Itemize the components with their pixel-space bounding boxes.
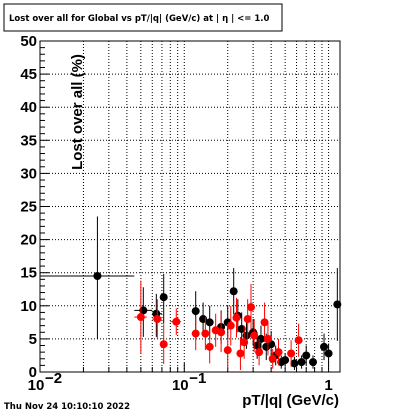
x-tick-label: 10 — [172, 377, 189, 394]
y-tick-label: 20 — [20, 232, 37, 249]
y-tick-label: 0 — [29, 364, 37, 381]
data-point — [243, 315, 252, 324]
data-point — [309, 358, 318, 367]
data-point — [226, 321, 235, 330]
data-point — [302, 351, 311, 360]
x-tick-label: 1 — [324, 377, 332, 394]
data-point — [191, 307, 200, 316]
data-point — [320, 342, 329, 351]
data-point — [153, 315, 162, 324]
data-point — [324, 349, 333, 358]
data-point — [217, 328, 226, 337]
data-point — [223, 346, 232, 355]
x-axis-label: pT/|q| (GeV/c) — [242, 392, 339, 409]
data-point — [255, 348, 264, 357]
data-point — [136, 313, 145, 322]
chart-title: Lost over all for Global vs pT/|q| (GeV/… — [9, 14, 270, 24]
data-point — [229, 287, 238, 296]
y-tick-label: 15 — [20, 265, 37, 282]
y-tick-label: 35 — [20, 132, 37, 149]
data-point — [205, 318, 214, 327]
data-point — [297, 358, 306, 367]
data-point — [268, 354, 277, 363]
data-point — [159, 340, 168, 349]
data-point — [294, 336, 303, 345]
x-tick-exponent: −1 — [189, 370, 206, 387]
data-point — [159, 293, 168, 302]
x-tick-exponent: −2 — [45, 370, 62, 387]
data-point — [240, 338, 249, 347]
data-point — [191, 329, 200, 338]
y-tick-label: 40 — [20, 99, 37, 116]
data-point — [263, 334, 272, 343]
data-point — [274, 348, 283, 357]
data-point — [256, 334, 265, 343]
data-point — [93, 272, 102, 281]
y-axis-label: Lost over all (%) — [69, 54, 86, 170]
y-tick-label: 50 — [20, 33, 37, 50]
data-point — [290, 359, 299, 368]
y-tick-label: 30 — [20, 165, 37, 182]
data-series — [40, 216, 342, 371]
y-tick-label: 5 — [29, 331, 37, 348]
data-point — [250, 331, 259, 340]
data-point — [232, 313, 241, 322]
data-point — [172, 317, 181, 326]
y-tick-label: 10 — [20, 298, 37, 315]
data-point — [205, 342, 214, 351]
x-tick-label: 10 — [28, 377, 45, 394]
data-point — [287, 349, 296, 358]
data-point — [236, 349, 245, 358]
data-point — [201, 329, 210, 338]
title-box — [3, 3, 283, 32]
timestamp: Thu Nov 24 10:10:10 2022 — [4, 402, 130, 412]
y-tick-label: 25 — [20, 199, 37, 216]
data-point — [260, 318, 269, 327]
data-point — [247, 303, 256, 312]
y-tick-label: 45 — [20, 66, 37, 83]
data-point — [281, 356, 290, 365]
data-point — [333, 300, 342, 309]
grid-lines — [40, 41, 340, 372]
